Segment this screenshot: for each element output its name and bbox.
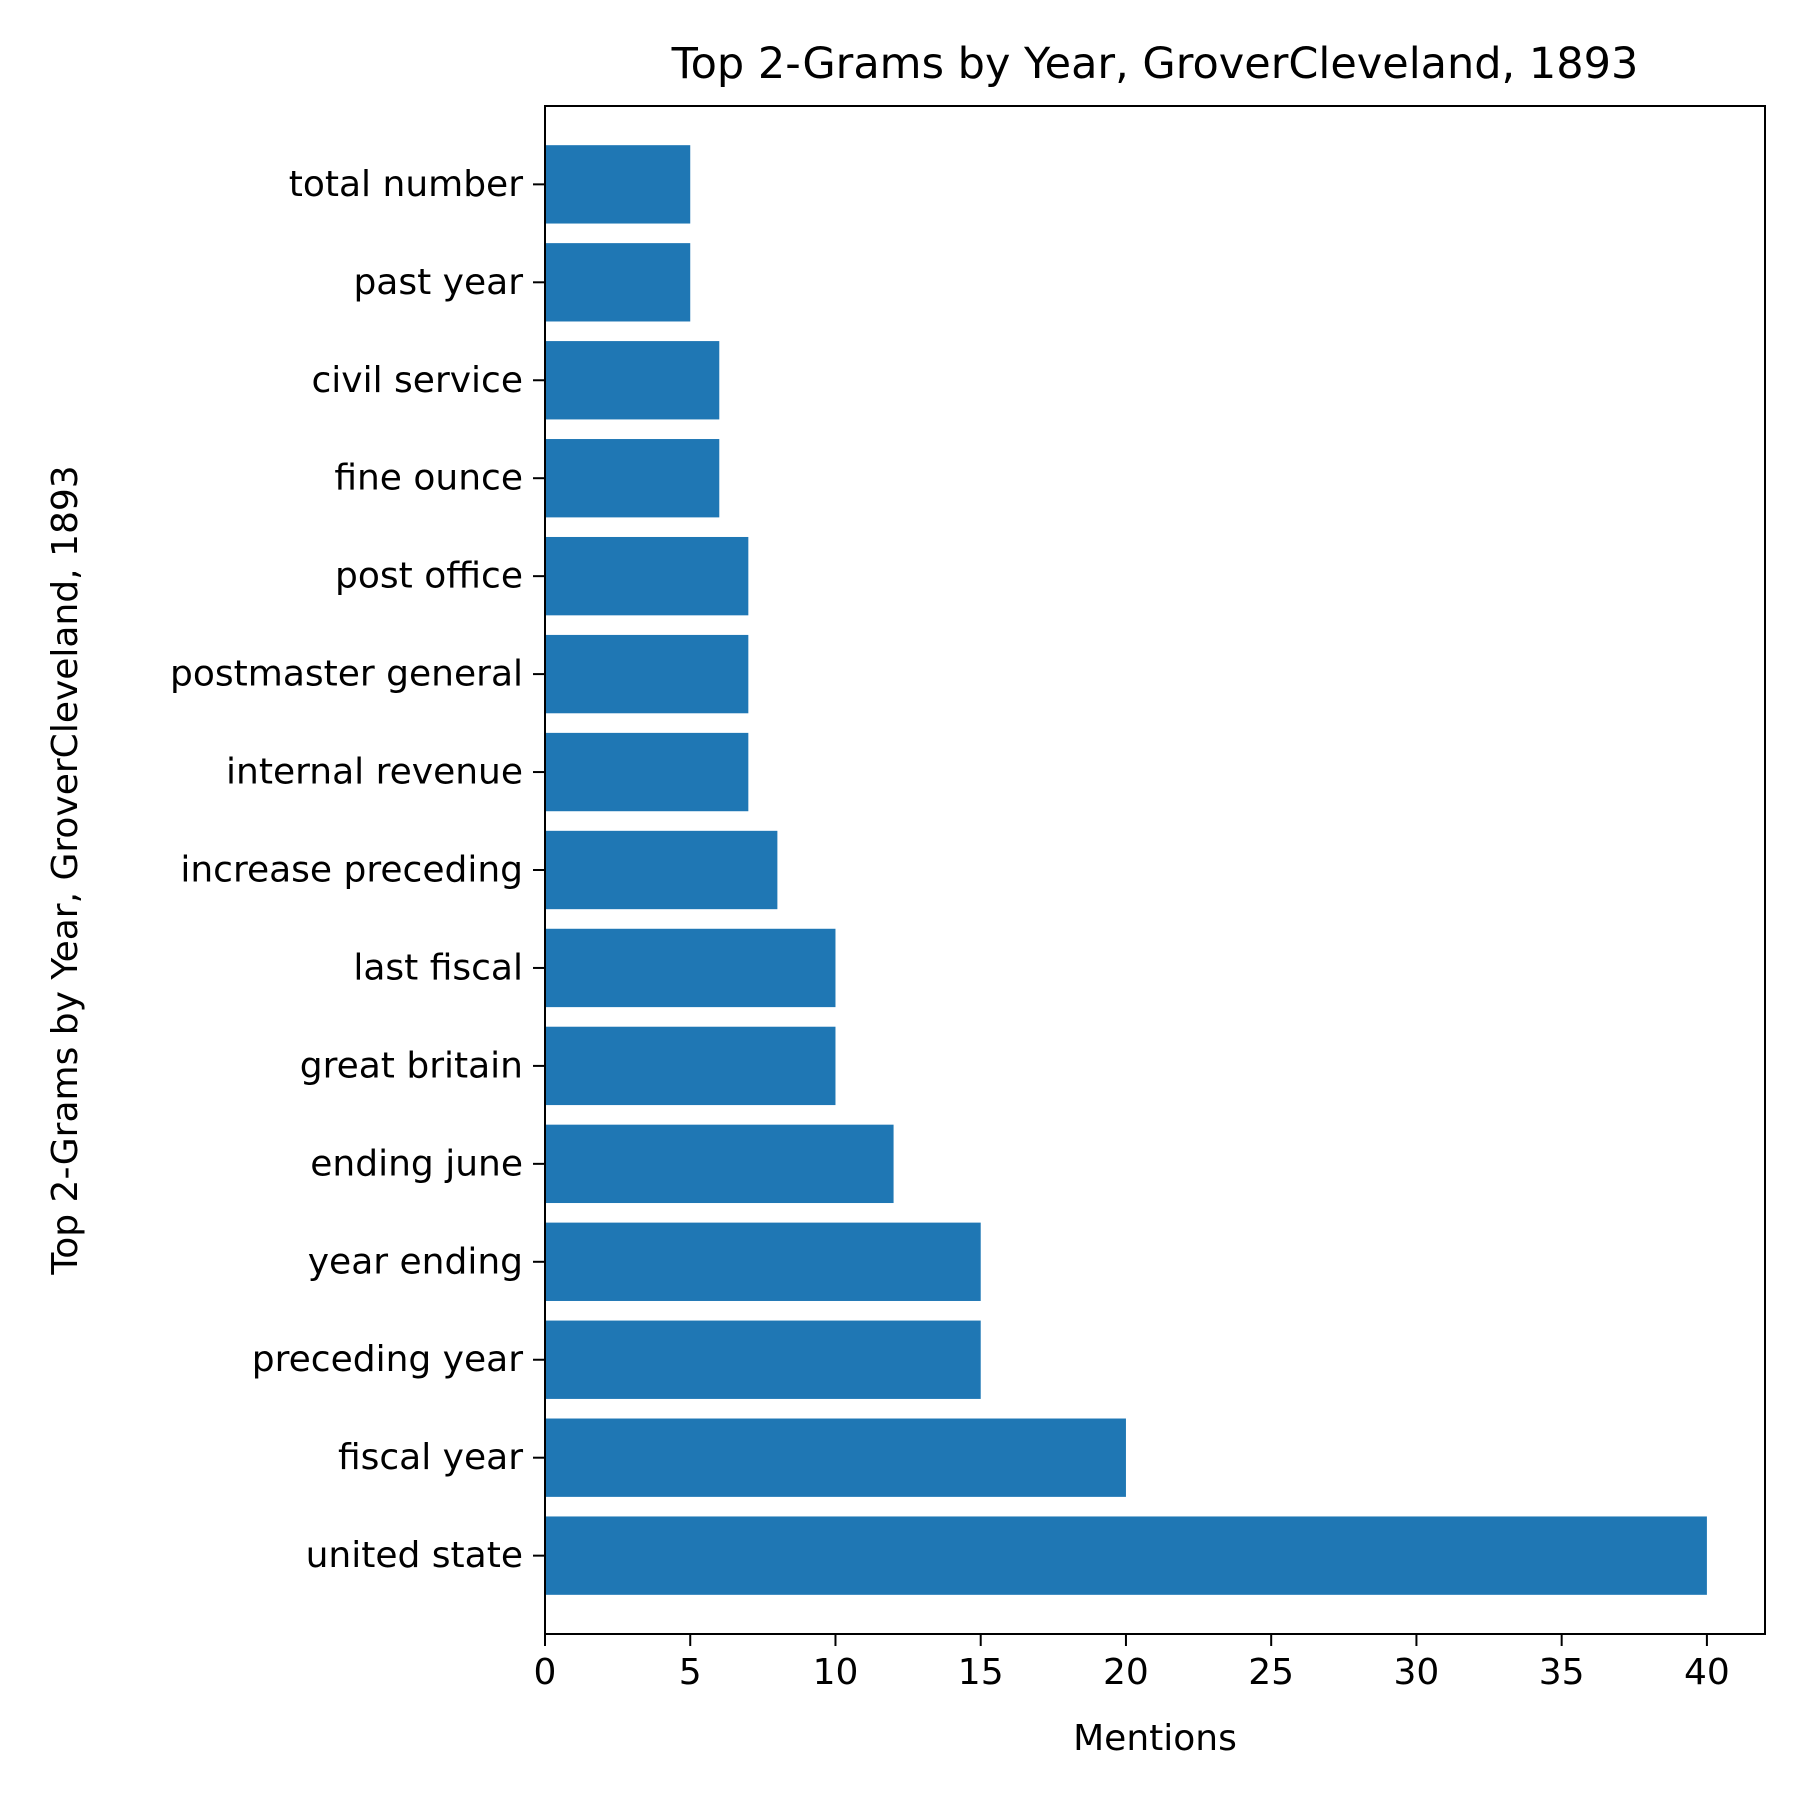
- y-tick-label: united state: [306, 1535, 523, 1576]
- bar-civil-service: [545, 341, 720, 420]
- y-tick-label: fine ounce: [334, 458, 523, 499]
- bar-great-britain: [545, 1026, 836, 1106]
- chart-title: Top 2-Grams by Year, GroverCleveland, 18…: [671, 39, 1639, 89]
- y-axis-label: Top 2-Grams by Year, GroverCleveland, 18…: [45, 465, 86, 1275]
- bar-fiscal-year: [545, 1418, 1126, 1497]
- bar-united-state: [545, 1516, 1707, 1595]
- y-tick-label: fiscal year: [338, 1437, 523, 1478]
- y-tick-label: internal revenue: [226, 752, 523, 793]
- y-tick-label: postmaster general: [170, 654, 523, 695]
- x-tick-label: 35: [1539, 1652, 1585, 1693]
- x-tick-label: 10: [813, 1652, 859, 1693]
- bar-ending-june: [545, 1124, 894, 1204]
- x-tick-label: 40: [1684, 1652, 1730, 1693]
- y-tick-label: great britain: [300, 1045, 523, 1086]
- x-axis-ticks: 0 5 10 15 20 25 30 35 40: [534, 1634, 1730, 1693]
- bar-year-ending: [545, 1222, 981, 1301]
- y-tick-label: ending june: [310, 1143, 523, 1184]
- bar-preceding-year: [545, 1320, 981, 1399]
- bar-increase-preceding: [545, 830, 778, 910]
- x-tick-label: 30: [1394, 1652, 1440, 1693]
- bar-post-office: [545, 536, 749, 616]
- bar-fine-ounce: [545, 439, 720, 518]
- x-tick-label: 5: [679, 1652, 702, 1693]
- bar-past-year: [545, 243, 691, 322]
- y-tick-label: past year: [353, 262, 523, 303]
- y-tick-label: total number: [289, 164, 523, 205]
- bar-total-number: [545, 145, 691, 224]
- y-tick-label: civil service: [312, 360, 524, 401]
- y-tick-label: increase preceding: [180, 850, 523, 891]
- x-axis-label: Mentions: [1073, 1718, 1237, 1759]
- bar-last-fiscal: [545, 928, 836, 1008]
- y-tick-label: post office: [335, 556, 523, 597]
- y-tick-label: preceding year: [252, 1339, 523, 1380]
- x-tick-label: 0: [534, 1652, 557, 1693]
- y-tick-label: year ending: [308, 1241, 523, 1282]
- bar-internal-revenue: [545, 732, 749, 812]
- bars-layer: [545, 145, 1707, 1595]
- bar-postmaster-general: [545, 634, 749, 714]
- y-axis-ticks: united state fiscal year preceding year yea…: [170, 164, 545, 1576]
- x-tick-label: 25: [1248, 1652, 1294, 1693]
- x-tick-label: 15: [958, 1652, 1004, 1693]
- x-tick-label: 20: [1103, 1652, 1149, 1693]
- plot-frame: [544, 105, 1766, 1635]
- y-tick-label: last fiscal: [353, 947, 523, 988]
